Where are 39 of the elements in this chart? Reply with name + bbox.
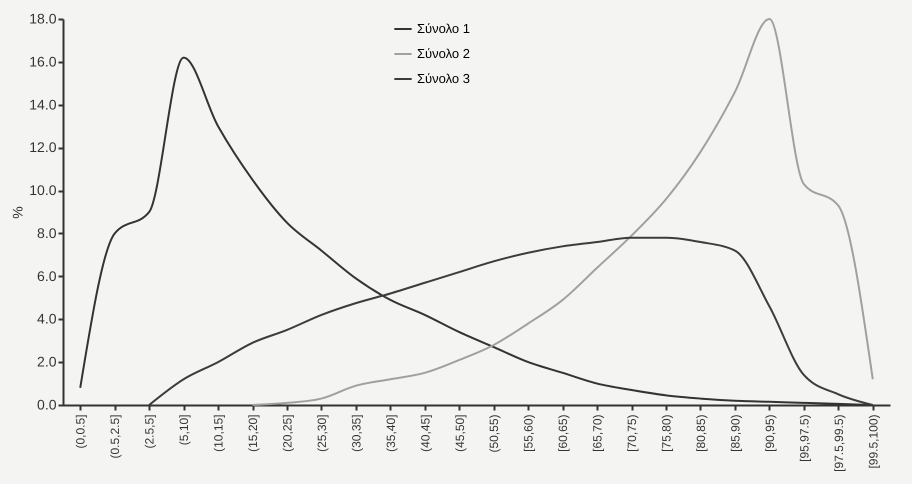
y-tick-label: 2.0: [37, 354, 57, 370]
legend-label: Σύνολο 1: [417, 21, 470, 36]
y-tick-label: 8.0: [37, 224, 57, 241]
y-tick-label: 4.0: [37, 310, 57, 327]
x-tick-label: (40,45]: [418, 414, 432, 452]
x-tick-label: (10,15]: [212, 414, 226, 452]
legend-label: Σύνολο 2: [417, 46, 470, 61]
x-tick-label: [60,65): [556, 414, 570, 452]
legend-label: Σύνολο 3: [417, 71, 470, 86]
x-tick-label: (50,55): [487, 414, 502, 453]
y-tick-label: 10.0: [29, 182, 57, 198]
x-tick-label: (0,0.5]: [74, 414, 88, 449]
x-tick-label: [55,60): [522, 414, 536, 452]
x-tick-label: [75,80): [660, 414, 674, 452]
y-axis-title: %: [9, 206, 26, 219]
x-tick-label: [70,75): [625, 414, 640, 452]
x-tick-label: (25,30]: [314, 414, 329, 452]
x-tick-label: (45,50]: [452, 414, 467, 452]
x-tick-label: (2.5,5]: [142, 414, 157, 449]
x-tick-label: [95,97.5): [797, 414, 812, 462]
y-tick-label: 6.0: [37, 268, 57, 284]
x-tick-label: (30,35]: [349, 414, 364, 452]
x-tick-label: [85,90): [728, 414, 742, 452]
x-tick-label: [99.5,100): [866, 414, 880, 469]
x-tick-label: [90,95): [762, 414, 777, 452]
x-tick-label: (15,20]: [246, 414, 260, 452]
y-tick-label: 14.0: [29, 96, 57, 112]
x-tick-label: (0.5,2.5]: [108, 414, 122, 459]
x-tick-label: [97.5,99.5): [832, 414, 846, 472]
x-tick-label: (35,40]: [384, 414, 398, 452]
y-tick-label: 18.0: [29, 10, 57, 26]
y-tick-label: 0.0: [37, 396, 57, 412]
x-tick-label: (5,10]: [177, 414, 192, 446]
x-tick-label: [80,85): [694, 414, 708, 452]
x-tick-label: (20,25]: [280, 414, 294, 452]
line-series: [252, 18, 874, 406]
x-tick-label: [65,70): [590, 414, 605, 452]
y-tick-label: 12.0: [29, 139, 57, 156]
y-tick-label: 16.0: [29, 53, 57, 70]
